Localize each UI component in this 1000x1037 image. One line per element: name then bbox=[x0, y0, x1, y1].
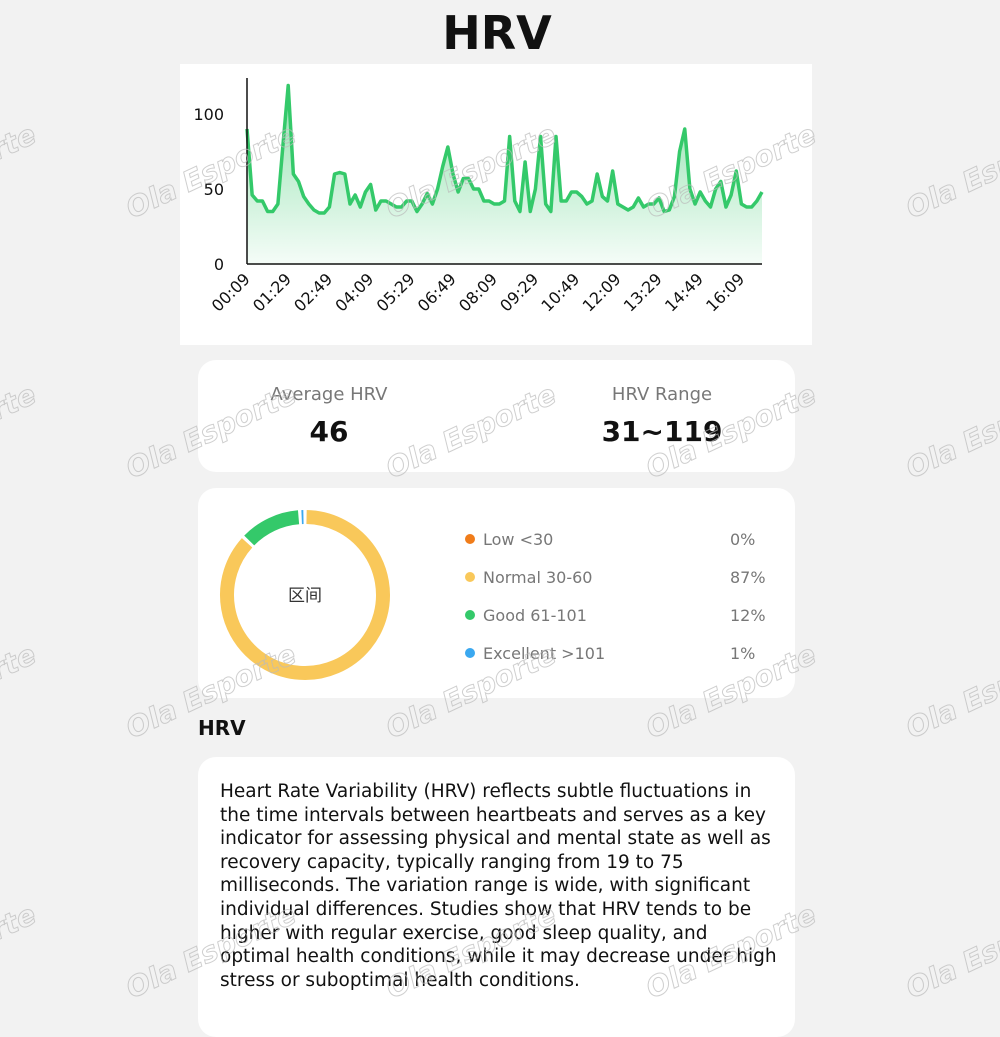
watermark: Ola Esporte bbox=[0, 378, 41, 485]
legend-dot bbox=[465, 534, 475, 544]
watermark: Ola Esporte bbox=[901, 898, 1000, 1000]
stats-card: Average HRV 46 HRV Range 31~119 bbox=[198, 360, 795, 472]
x-tick-label: 05:29 bbox=[373, 269, 419, 315]
x-tick-label: 04:09 bbox=[331, 269, 377, 315]
watermark: Ola Esporte bbox=[901, 378, 1000, 485]
x-tick-label: 00:09 bbox=[208, 269, 254, 315]
x-tick-label: 16:09 bbox=[702, 269, 748, 315]
stat-label: Average HRV bbox=[209, 384, 449, 405]
donut-center-label: 区间 bbox=[288, 586, 322, 606]
line-area bbox=[247, 86, 762, 265]
y-tick-label: 100 bbox=[193, 105, 224, 124]
description: Heart Rate Variability (HRV) reflects su… bbox=[220, 780, 780, 992]
watermark: Ola Esporte bbox=[901, 638, 1000, 745]
legend-label: Normal 30-60 bbox=[483, 568, 592, 587]
legend-value: 12% bbox=[730, 606, 766, 625]
legend-dot bbox=[465, 572, 475, 582]
x-tick-label: 09:29 bbox=[496, 269, 542, 315]
watermark: Ola Esporte bbox=[0, 638, 41, 745]
x-tick-label: 02:49 bbox=[290, 269, 336, 315]
stat-value: 46 bbox=[209, 415, 449, 448]
legend-dot bbox=[465, 648, 475, 658]
legend-dot bbox=[465, 610, 475, 620]
watermark: Ola Esporte bbox=[0, 898, 41, 1000]
watermark: Ola Esporte bbox=[0, 118, 41, 225]
section-title: HRV bbox=[198, 716, 246, 740]
legend-value: 87% bbox=[730, 568, 766, 587]
x-tick-label: 14:49 bbox=[661, 269, 707, 315]
line-chart: 0 50 100 00:0901:2902:4904:0905:2906:4908:0… bbox=[180, 64, 812, 345]
x-tick-label: 12:09 bbox=[579, 269, 625, 315]
y-tick-label: 0 bbox=[214, 255, 224, 274]
legend-value: 1% bbox=[730, 644, 755, 663]
legend-value: 0% bbox=[730, 530, 755, 549]
watermark: Ola Esporte bbox=[901, 118, 1000, 225]
x-tick-label: 08:09 bbox=[455, 269, 501, 315]
x-tick-label: 13:29 bbox=[620, 269, 666, 315]
legend-label: Low <30 bbox=[483, 530, 553, 549]
x-tick-label: 10:49 bbox=[537, 269, 583, 315]
legend-label: Excellent >101 bbox=[483, 644, 605, 663]
y-tick-label: 50 bbox=[204, 180, 224, 199]
page-title: HRV bbox=[0, 6, 994, 60]
x-tick-label: 01:29 bbox=[249, 269, 295, 315]
donut-segment bbox=[249, 517, 298, 540]
legend-label: Good 61-101 bbox=[483, 606, 587, 625]
pie-card: 区间 Low <30 0% Normal 30-60 87% Good 61-101 12%… bbox=[198, 488, 795, 698]
x-tick-label: 06:49 bbox=[414, 269, 460, 315]
stat-value: 31~119 bbox=[542, 415, 782, 448]
stat-label: HRV Range bbox=[542, 384, 782, 405]
donut-chart: 区间 Low <30 0% Normal 30-60 87% Good 61-101 12%… bbox=[198, 488, 795, 698]
